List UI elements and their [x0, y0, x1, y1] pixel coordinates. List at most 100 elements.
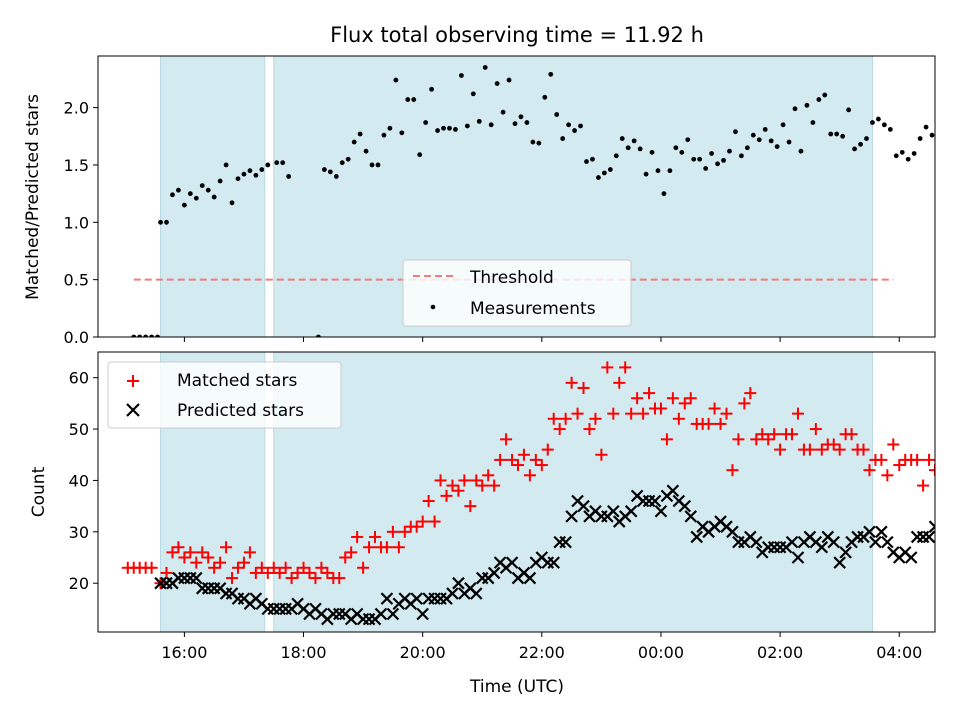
matched-star-point	[392, 541, 405, 554]
predicted-star-point	[791, 551, 805, 564]
matched-star-point	[929, 464, 935, 477]
predicted-star-point	[624, 504, 638, 518]
matched-star-point	[339, 551, 352, 564]
measurement-point	[596, 175, 601, 180]
measurement-point	[661, 191, 667, 197]
matched-star-point	[845, 428, 858, 441]
predicted-star-point	[910, 530, 924, 544]
legend-matched-label: Matched stars	[177, 371, 297, 391]
matched-star-point	[768, 428, 781, 441]
matched-star-point	[791, 407, 804, 420]
measurement-point	[810, 120, 816, 125]
matched-star-point	[750, 433, 763, 446]
measurement-point	[333, 174, 339, 179]
measurement-point	[685, 137, 691, 143]
predicted-star-point	[523, 571, 537, 585]
matched-star-point	[619, 361, 632, 374]
predicted-star-point	[547, 556, 561, 569]
matched-star-point	[422, 494, 435, 507]
measurement-point	[876, 116, 881, 122]
measurement-point	[393, 77, 399, 83]
matched-star-point	[500, 433, 513, 446]
measurement-point	[917, 136, 923, 141]
matched-star-point	[482, 469, 495, 482]
bottom-y-axis-label: Count	[29, 466, 49, 517]
predicted-star-point	[941, 526, 952, 537]
matched-star-point	[803, 443, 816, 456]
matched-star-point	[809, 423, 822, 436]
predicted-star-point	[947, 542, 958, 553]
measurement-point	[423, 120, 429, 125]
matched-star-point	[196, 546, 209, 559]
measurement-point	[170, 192, 175, 198]
matched-star-point	[440, 489, 453, 502]
measurement-point	[637, 146, 643, 152]
matched-star-point	[660, 433, 673, 446]
bottom-x-axis: 16:00 18:00 20:00 22:00 00:00 02:00 04:00	[161, 632, 922, 662]
measurement-point	[566, 122, 572, 128]
measurement-point	[524, 120, 530, 125]
measurement-point	[679, 149, 685, 155]
matched-star-point	[571, 407, 584, 420]
predicted-star-point	[416, 607, 429, 621]
matched-star-point	[643, 387, 656, 400]
measurement-point	[405, 97, 411, 102]
matched-star-point	[369, 530, 382, 543]
matched-star-point	[953, 444, 960, 456]
measurement-point	[798, 148, 804, 154]
measurement-point	[241, 171, 247, 177]
predicted-star-point	[374, 607, 388, 621]
measurement-point	[131, 334, 137, 337]
matched-star-point	[684, 392, 697, 405]
y-tick-label: 1.5	[64, 156, 89, 175]
predicted-star-point	[380, 592, 394, 605]
matched-star-point	[315, 561, 328, 574]
measurement-point	[655, 168, 661, 174]
predicted-star-point	[726, 525, 739, 539]
predicted-star-point	[869, 535, 882, 549]
measurement-point	[518, 114, 524, 120]
matched-star-point	[541, 443, 554, 456]
measurement-point	[164, 219, 169, 225]
matched-star-point	[488, 479, 501, 492]
matched-star-point	[774, 443, 787, 456]
top-plot-area	[131, 65, 935, 337]
measurement-point	[316, 334, 321, 337]
matched-star-point	[145, 561, 158, 574]
matched-star-point	[559, 412, 572, 425]
matched-star-point	[654, 402, 667, 415]
measurement-point	[542, 94, 548, 100]
measurement-point	[727, 148, 732, 154]
matched-star-point	[893, 459, 906, 472]
measurement-point	[852, 146, 857, 152]
measurement-point	[488, 122, 494, 128]
measurement-point	[199, 183, 205, 189]
matched-star-point	[833, 443, 846, 456]
matched-star-point	[255, 561, 268, 574]
measurement-point	[512, 121, 518, 127]
measurement-point	[643, 171, 649, 177]
matched-star-point	[458, 474, 471, 487]
measurement-point	[500, 109, 506, 115]
measurement-point	[158, 219, 163, 225]
top-y-axis-label: Matched/Predicted stars	[23, 94, 43, 300]
top-y-axis: 0.0 0.5 1.0 1.5 2.0	[64, 99, 98, 347]
measurement-point	[339, 160, 345, 166]
measurement-point	[253, 172, 259, 178]
matched-star-point	[279, 561, 292, 574]
measurement-point	[822, 92, 828, 98]
predicted-star-point	[470, 587, 483, 600]
measurement-point	[548, 71, 554, 77]
measurement-point	[780, 122, 786, 128]
matched-star-point	[934, 489, 935, 492]
measurement-point	[205, 187, 211, 193]
matched-star-point	[446, 479, 459, 492]
measurement-point	[804, 102, 810, 108]
legend-measurements-swatch	[430, 304, 436, 310]
predicted-star-point	[559, 535, 572, 549]
matched-star-point	[190, 556, 203, 569]
measurement-point	[601, 170, 607, 176]
measurement-point	[923, 124, 929, 130]
matched-star-point	[226, 572, 239, 585]
